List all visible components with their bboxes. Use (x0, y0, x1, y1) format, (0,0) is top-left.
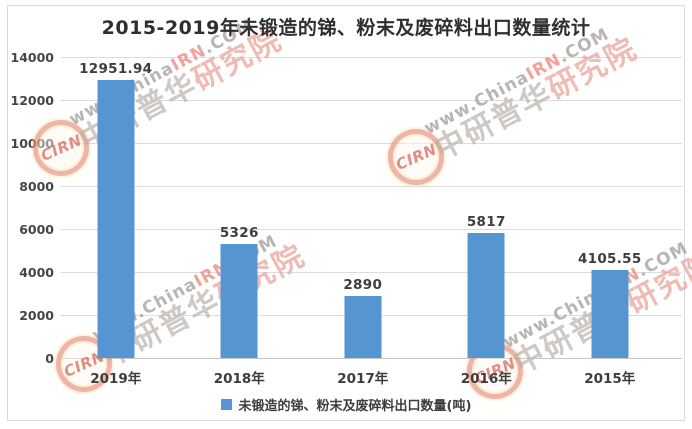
bar-group-2015: 4105.55 2015年 (548, 58, 672, 387)
bar-2015 (591, 270, 629, 358)
bar-group-2016: 5817 2016年 (425, 58, 549, 387)
y-axis-tick-label: 4000 (19, 264, 54, 280)
y-axis-tick-label: 12000 (10, 92, 55, 108)
bar-value-label: 2890 (343, 277, 383, 293)
gridline (61, 185, 682, 187)
x-axis-label: 2015年 (584, 371, 636, 387)
bar-value-label: 5326 (219, 225, 259, 241)
gridline (61, 357, 682, 359)
gridline-row: 6000 (4, 221, 682, 237)
y-axis-tick-label: 2000 (19, 307, 54, 323)
x-axis-label: 2019年 (90, 371, 142, 387)
bar-2019 (97, 80, 135, 358)
gridline (61, 228, 682, 230)
x-axis-label: 2016年 (460, 371, 512, 387)
gridline (61, 57, 682, 58)
y-axis-tick-label: 10000 (10, 135, 55, 151)
legend: 未锻造的锑、粉末及废碎料出口数量(吨) (0, 395, 692, 414)
bar-group-2019: 12951.94 2019年 (54, 58, 178, 387)
y-axis-tick-label: 8000 (19, 178, 54, 194)
legend-label: 未锻造的锑、粉末及废碎料出口数量(吨) (238, 399, 472, 414)
gridline-row: 14000 (4, 50, 682, 65)
gridline-row: 8000 (4, 178, 682, 194)
gridline-row: 4000 (4, 264, 682, 280)
bar-value-label: 5817 (466, 214, 506, 230)
gridline-row: 12000 (4, 92, 682, 108)
gridline-row: 10000 (4, 135, 682, 151)
bar-value-label: 12951.94 (79, 61, 153, 77)
x-axis-label: 2017年 (337, 371, 389, 387)
bar-value-label: 4105.55 (577, 251, 642, 267)
x-axis-label: 2018年 (213, 371, 265, 387)
y-axis-tick-label: 14000 (10, 50, 55, 65)
y-axis-tick-label: 0 (45, 350, 54, 366)
bar-2018 (220, 244, 258, 358)
bar-group-2017: 2890 2017年 (301, 58, 425, 387)
chart-title: 2015-2019年未锻造的锑、粉末及废碎料出口数量统计 (101, 17, 591, 39)
bar-2016 (467, 233, 505, 358)
bar-group-2018: 5326 2018年 (178, 58, 302, 387)
gridline-row: 0 (4, 350, 682, 366)
gridline (61, 271, 682, 273)
y-axis-tick-label: 6000 (19, 221, 54, 237)
bar-2017 (344, 296, 382, 358)
gridline (61, 99, 682, 101)
legend-swatch-icon (220, 399, 232, 410)
gridline (61, 142, 682, 144)
